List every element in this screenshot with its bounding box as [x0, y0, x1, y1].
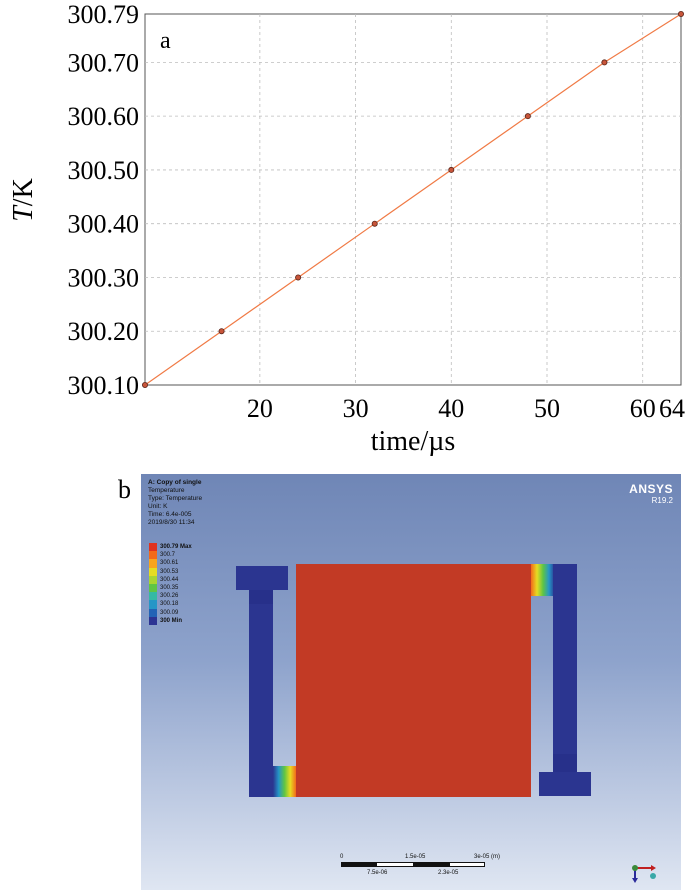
legend-label: 300.18	[160, 601, 179, 608]
legend-label: 300 Min	[160, 617, 183, 624]
scale-label-4: 2.3e-05	[438, 870, 459, 876]
data-point	[218, 328, 225, 335]
legend-entry: 300.26	[149, 592, 192, 601]
legend-entry: 300.44	[149, 575, 192, 584]
legend-label: 300.79 Max	[160, 544, 192, 551]
data-point	[371, 220, 378, 227]
x-tick-label: 50	[534, 394, 560, 423]
legend-entry: 300.53	[149, 567, 192, 576]
legend-swatch	[149, 592, 157, 601]
legend-swatch	[149, 559, 157, 568]
left-neck	[249, 590, 273, 604]
result-info: A: Copy of single Temperature Type: Temp…	[148, 479, 202, 527]
legend-entry: 300 Min	[149, 616, 192, 625]
scale-segment-2	[377, 862, 413, 867]
scale-segment-3	[413, 862, 449, 867]
temperature-legend: 300.79 Max 300.7 300.61 300.53 300.44 300.35 3…	[149, 543, 192, 625]
legend-entry: 300.7	[149, 551, 192, 560]
right-pillar	[553, 564, 577, 779]
legend-entry: 300.18	[149, 600, 192, 609]
info-title: A: Copy of single	[148, 479, 202, 486]
info-unit: Unit: K	[148, 503, 168, 510]
right-top-connector	[531, 564, 555, 596]
data-point	[678, 10, 685, 17]
scale-label-1: 1.5e-05	[405, 854, 426, 860]
ansys-viewport: A: Copy of single Temperature Type: Temp…	[141, 474, 681, 890]
data-point	[524, 113, 531, 120]
right-neck	[553, 754, 577, 772]
brand-version: R19.2	[651, 496, 673, 505]
y-tick-label: 300.60	[68, 102, 140, 131]
legend-swatch	[149, 551, 157, 560]
legend-swatch	[149, 600, 157, 609]
panel-label-a: a	[160, 28, 171, 54]
x-tick-label: 30	[343, 394, 369, 423]
y-axis-label-unit: /K	[8, 178, 39, 206]
plot-area	[144, 13, 682, 386]
legend-swatch	[149, 567, 157, 576]
info-date: 2019/8/30 11:34	[148, 519, 195, 526]
heated-body	[296, 564, 531, 797]
scale-label-0: 0	[340, 854, 344, 860]
brand-name: ANSYS	[629, 482, 673, 496]
y-tick-label: 300.40	[68, 210, 140, 239]
temperature-time-chart: 20 30 40 50 60 64 300.10 300.20 300.30 300.40 300.…	[8, 0, 685, 457]
legend-entry: 300.61	[149, 559, 192, 568]
legend-swatch	[149, 575, 157, 584]
legend-entry: 300.09	[149, 608, 192, 617]
legend-swatch	[149, 616, 157, 625]
x-tick-label: 20	[247, 394, 273, 423]
axis-triad-icon	[632, 865, 656, 883]
series-line	[144, 13, 682, 386]
y-tick-label: 300.20	[68, 317, 140, 346]
y-axis-label-symbol: T	[8, 204, 39, 222]
right-bottom-pad	[539, 772, 591, 796]
legend-label: 300.09	[160, 609, 179, 616]
data-point	[295, 274, 302, 281]
legend-label: 300.61	[160, 560, 179, 567]
data-point	[141, 381, 148, 388]
x-tick-label: 60	[630, 394, 656, 423]
scale-segment-1	[341, 862, 377, 867]
x-tick-label: 64	[659, 394, 685, 423]
y-axis-label: T/K	[8, 178, 39, 222]
legend-label: 300.53	[160, 568, 179, 575]
legend-entry: 300.79 Max	[149, 543, 192, 552]
data-point	[448, 166, 455, 173]
data-point	[601, 59, 608, 66]
info-type-line: Type: Temperature	[148, 495, 203, 502]
scale-bar: 0 1.5e-05 3e-05 (m) 7.5e-06 2.3e-05	[340, 854, 511, 884]
y-tick-label: 300.10	[68, 371, 140, 400]
legend-label: 300.35	[160, 585, 179, 592]
info-type: Temperature	[148, 487, 185, 494]
scale-label-2: 3e-05 (m)	[474, 854, 501, 860]
legend-label: 300.26	[160, 593, 179, 600]
y-tick-label: 300.30	[68, 263, 140, 292]
legend-swatch	[149, 583, 157, 593]
legend-label: 300.7	[160, 552, 176, 559]
y-tick-label: 300.79	[68, 0, 140, 29]
legend-swatch	[149, 608, 157, 617]
y-tick-label: 300.70	[68, 48, 140, 77]
panel-label-b: b	[118, 475, 131, 504]
scale-segment-4	[449, 862, 485, 867]
y-tick-label: 300.50	[68, 156, 140, 185]
legend-label: 300.44	[160, 576, 179, 583]
ansys-logo: ANSYS R19.2	[629, 482, 673, 505]
model-geometry	[236, 564, 591, 797]
scale-label-3: 7.5e-06	[367, 870, 388, 876]
legend-entry: 300.35	[149, 583, 192, 593]
x-tick-label: 40	[438, 394, 464, 423]
left-pillar	[249, 604, 273, 797]
info-time: Time: 6.4e-005	[148, 511, 192, 518]
x-axis-label: time/µs	[371, 426, 456, 457]
legend-swatch	[149, 543, 157, 552]
left-foot	[273, 766, 296, 797]
left-top-pad	[236, 566, 288, 590]
